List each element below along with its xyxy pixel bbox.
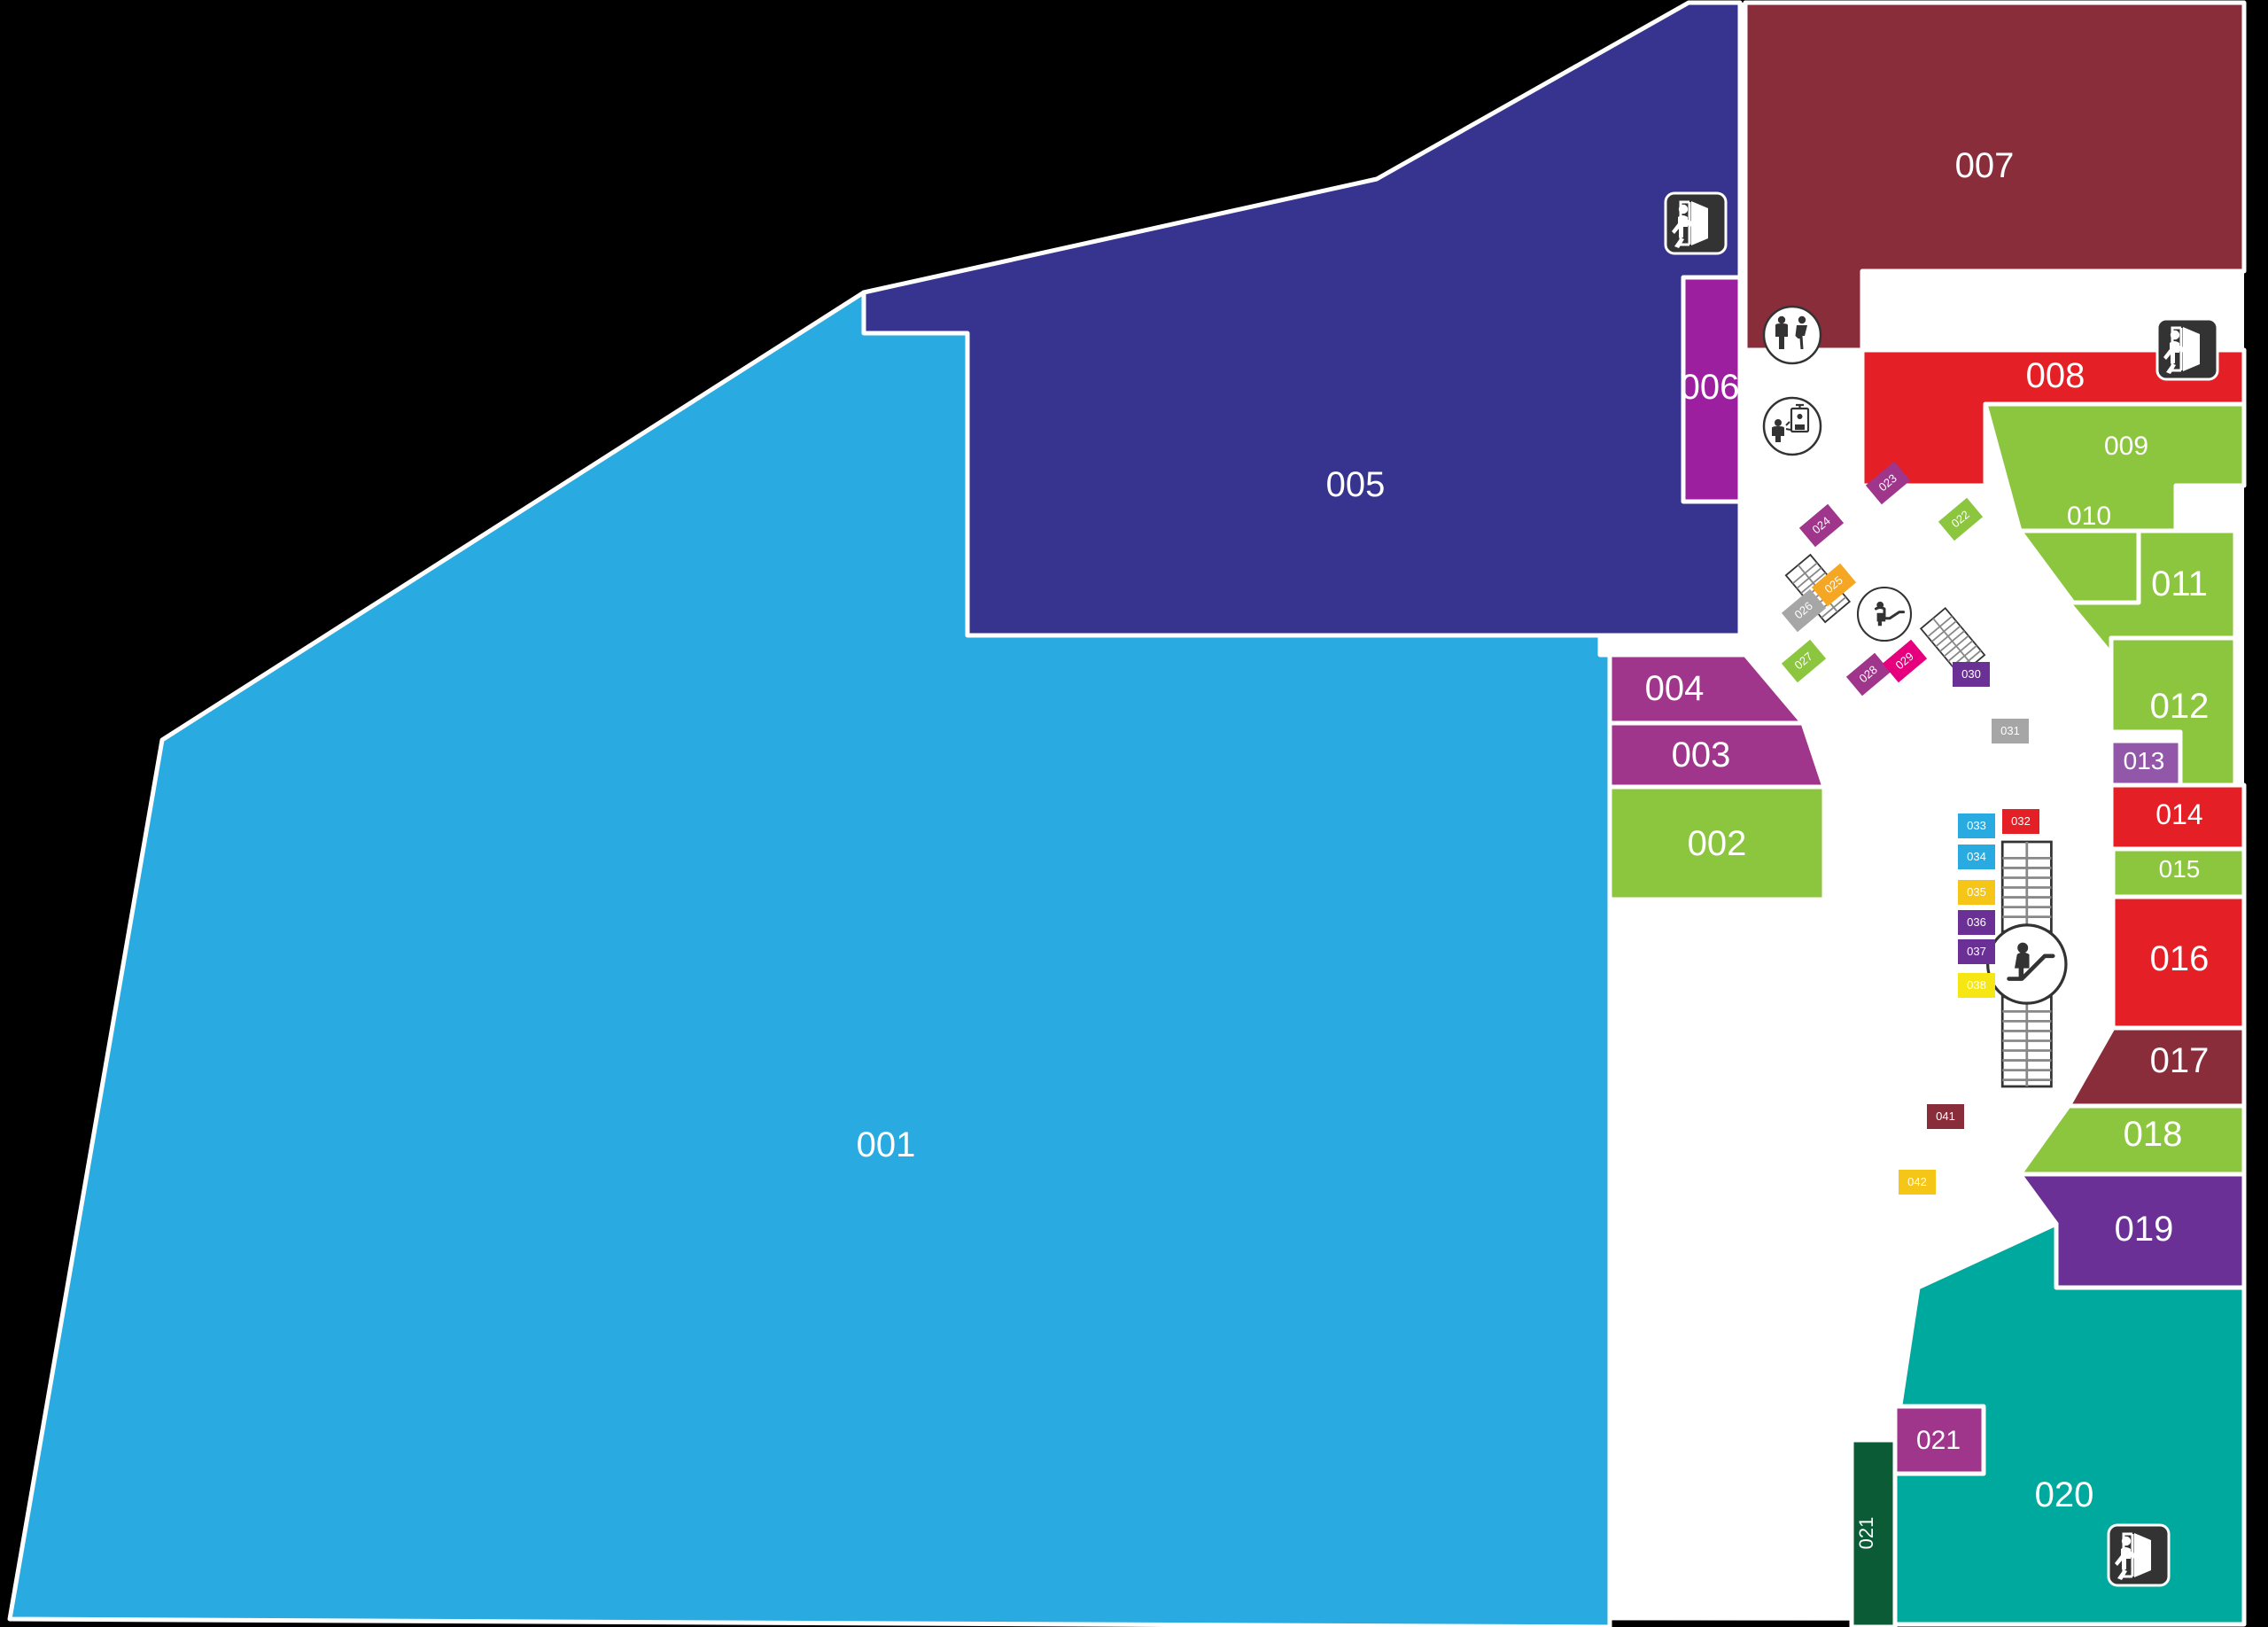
- svg-text:010: 010: [2067, 502, 2111, 531]
- svg-text:006: 006: [1681, 368, 1740, 407]
- svg-text:007: 007: [1955, 146, 2015, 185]
- svg-text:035: 035: [1967, 885, 1986, 899]
- svg-text:004: 004: [1645, 669, 1705, 708]
- svg-text:015: 015: [2159, 855, 2201, 883]
- svg-text:037: 037: [1967, 945, 1986, 958]
- svg-text:012: 012: [2150, 687, 2210, 726]
- svg-text:021: 021: [1916, 1426, 1961, 1455]
- svg-text:005: 005: [1326, 465, 1386, 504]
- svg-text:033: 033: [1967, 819, 1986, 832]
- svg-text:008: 008: [2026, 356, 2085, 395]
- svg-text:042: 042: [1907, 1175, 1927, 1188]
- svg-text:011: 011: [2151, 564, 2208, 603]
- svg-text:032: 032: [2011, 814, 2031, 828]
- svg-text:036: 036: [1967, 915, 1986, 929]
- svg-text:021: 021: [1855, 1517, 1877, 1550]
- svg-text:038: 038: [1967, 978, 1986, 992]
- svg-text:019: 019: [2115, 1210, 2174, 1249]
- svg-text:016: 016: [2150, 939, 2210, 978]
- svg-text:017: 017: [2150, 1041, 2210, 1080]
- svg-text:002: 002: [1688, 824, 1747, 863]
- svg-text:041: 041: [1936, 1109, 1955, 1123]
- svg-text:009: 009: [2104, 432, 2148, 461]
- svg-text:034: 034: [1967, 850, 1986, 863]
- svg-text:020: 020: [2035, 1475, 2094, 1514]
- svg-text:013: 013: [2124, 747, 2165, 775]
- svg-text:018: 018: [2124, 1115, 2183, 1154]
- svg-text:001: 001: [857, 1125, 916, 1164]
- svg-text:003: 003: [1672, 736, 1731, 775]
- svg-text:014: 014: [2155, 798, 2202, 830]
- svg-text:030: 030: [1961, 667, 1981, 681]
- svg-text:031: 031: [2000, 724, 2020, 737]
